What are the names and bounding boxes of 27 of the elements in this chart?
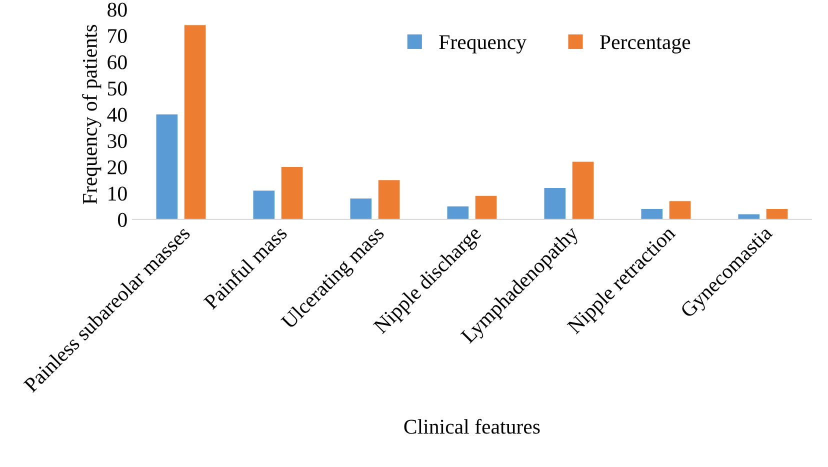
y-tick-label: 60 <box>108 55 127 70</box>
bar <box>378 180 400 220</box>
bar <box>641 208 663 220</box>
bar <box>281 166 303 220</box>
bar <box>475 196 497 220</box>
bar <box>738 214 760 220</box>
bar <box>766 208 788 220</box>
bar <box>544 188 566 220</box>
bar <box>572 162 594 220</box>
y-tick-label: 10 <box>108 186 127 201</box>
bar <box>350 198 372 220</box>
bar <box>447 206 469 220</box>
bar <box>184 25 206 220</box>
y-tick-label: 20 <box>108 160 127 174</box>
bar <box>156 114 178 220</box>
y-tick-label: 80 <box>108 2 127 17</box>
legend-label: Frequency <box>439 35 526 54</box>
legend-label: Percentage <box>600 35 690 54</box>
y-axis-title: Frequency of patients <box>82 24 102 204</box>
y-tick-label: 30 <box>108 134 127 148</box>
y-tick-label: 40 <box>107 108 127 122</box>
bar <box>253 190 275 220</box>
x-axis-title: Clinical features <box>404 418 540 434</box>
y-tick-label: 70 <box>108 28 127 44</box>
y-tick-label: 50 <box>108 82 127 96</box>
y-tick-label: 0 <box>118 212 127 227</box>
bar <box>669 201 691 220</box>
